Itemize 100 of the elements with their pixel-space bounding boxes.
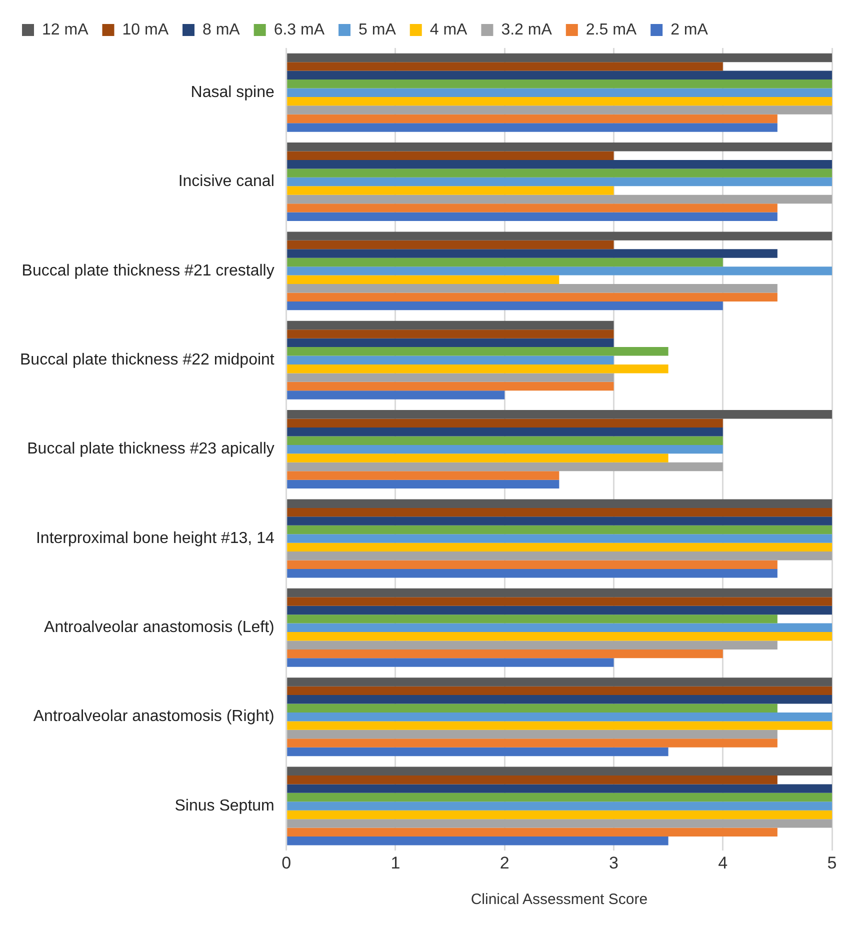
y-tick-label: Nasal spine [190,84,274,101]
bar [287,623,832,632]
y-tick-label: Incisive canal [178,173,274,190]
bar [287,792,832,802]
bar [287,123,778,132]
bar [287,658,614,667]
bar [287,747,668,756]
bar [287,568,778,578]
bar [287,382,614,391]
bar [287,552,832,560]
bar [287,347,668,356]
x-tick-label: 1 [390,853,400,872]
bar [287,284,778,293]
bar [287,704,778,712]
x-tick-label: 0 [282,853,292,872]
bar [287,106,832,114]
bar [287,606,832,615]
y-tick-label: Antroalveolar anastomosis (Right) [33,708,274,726]
bar [287,88,832,97]
bar [287,53,832,62]
x-tick-label: 5 [827,853,837,872]
bar [287,597,832,606]
bar [287,330,614,338]
x-tick-label: 4 [718,853,728,872]
bar [287,410,832,419]
bar [287,373,614,382]
bar [287,258,723,267]
legend-label: 8 mA [202,21,240,38]
legend-label: 3.2 mA [501,21,552,38]
bar [287,320,614,330]
bar [287,142,832,152]
bar [287,418,723,428]
bar [287,151,614,160]
bar [287,462,723,472]
bar [287,614,778,624]
bar [287,292,778,302]
bar [287,177,832,186]
bar [287,560,778,569]
bar [287,249,778,258]
x-axis-title: Clinical Assessment Score [470,891,648,908]
bar [287,828,778,837]
legend-label: 5 mA [358,21,396,38]
bar [287,784,832,793]
bar [287,454,668,462]
bar [287,766,832,776]
bar [287,819,832,828]
bar [287,508,832,517]
bar [287,80,832,88]
legend-label: 2.5 mA [586,21,637,38]
y-tick-label: Interproximal bone height #13, 14 [36,530,274,547]
y-tick-label: Buccal plate thickness #21 crestally [22,262,274,280]
bar [287,212,778,222]
bar [287,168,832,178]
bar [287,721,832,730]
bar [287,204,778,212]
bar [287,525,832,534]
bar [287,62,723,71]
bar [287,266,832,276]
bar [287,275,560,284]
bar [287,712,832,722]
bar [287,356,614,364]
bar [287,640,778,650]
bar [287,542,832,552]
bar [287,471,560,480]
legend-label: 12 mA [42,21,89,38]
bar [287,534,832,543]
bar [287,186,614,195]
bar [287,775,778,784]
bar [287,499,832,508]
bar [287,649,723,658]
bar [287,686,832,696]
legend-label: 2 mA [670,21,708,38]
y-tick-label: Buccal plate thickness #23 apically [27,440,274,458]
y-tick-label: Sinus Septum [174,797,274,814]
bar [287,240,614,250]
bar [287,632,832,641]
bar [287,810,832,820]
bar [287,802,832,810]
bar [287,738,778,748]
legend-label: 10 mA [122,21,169,38]
bar [287,96,832,106]
bar [287,70,832,80]
bar [287,588,832,598]
bar [287,695,832,704]
bar [287,836,668,846]
bar [287,194,832,204]
legend-label: 6.3 mA [274,21,325,38]
bar [287,428,723,436]
bar [287,301,723,310]
y-tick-label: Buccal plate thickness #22 midpoint [20,352,275,369]
x-tick-label: 2 [500,853,510,872]
bar [287,160,832,169]
bar [287,390,505,400]
y-tick-label: Antroalveolar anastomosis (Left) [44,619,274,636]
bar [287,480,560,489]
bar [287,114,778,124]
bar [287,730,778,739]
bar [287,444,723,454]
bar [287,364,668,374]
bar [287,516,832,526]
